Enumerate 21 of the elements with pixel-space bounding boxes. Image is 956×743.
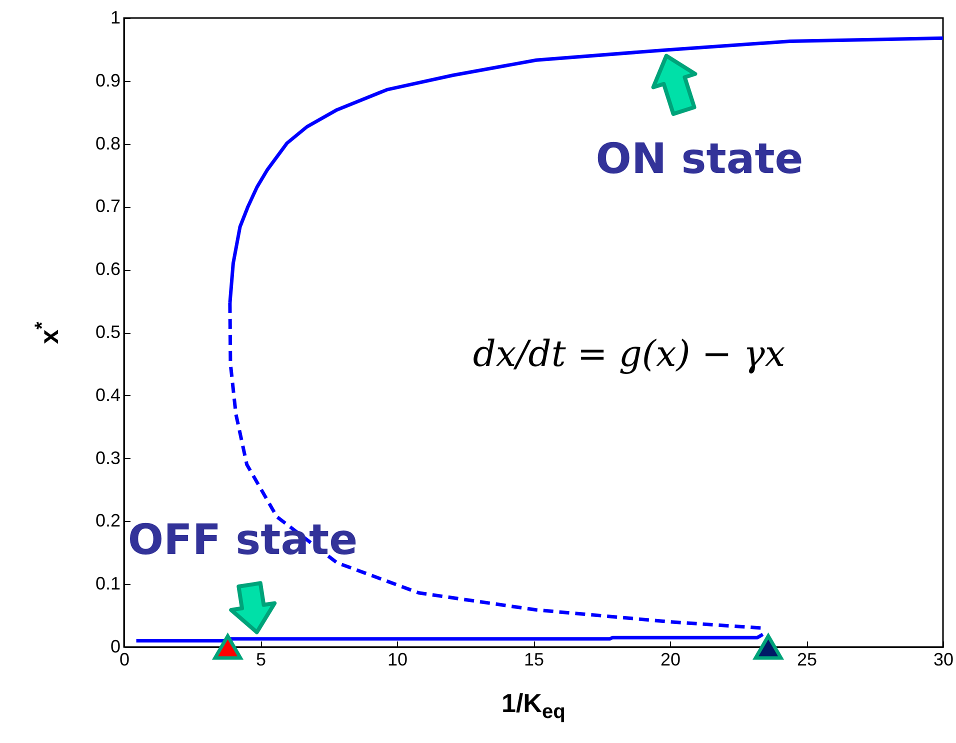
x-tick-label: 10 [387,650,408,670]
annotation: OFF state [128,515,358,564]
y-tick-label: 1 [110,8,120,28]
y-tick-label: 0.6 [95,259,120,280]
y-tick-label: 0.8 [95,133,120,154]
y-tick-label: 0.5 [95,322,120,342]
x-tick-label: 30 [933,650,954,670]
y-tick-label: 0.7 [95,196,120,216]
y-tick-label: 0.3 [95,448,120,468]
x-tick-label: 15 [524,650,544,670]
annotation: dx/dt = g(x) − γx [472,334,786,375]
x-tick-label: 25 [796,650,818,670]
y-tick-label: 0 [110,636,120,656]
y-tick-label: 0.2 [95,510,120,531]
x-tick-label: 5 [256,650,266,670]
y-tick-label: 0.1 [95,574,120,594]
x-tick-label: 20 [660,650,681,670]
y-tick-label: 0.4 [95,384,120,405]
x-axis-title: 1/K$_{eq}$ [502,688,566,724]
annotation: ON state [596,134,804,184]
y-tick-label: 0.9 [95,70,120,90]
